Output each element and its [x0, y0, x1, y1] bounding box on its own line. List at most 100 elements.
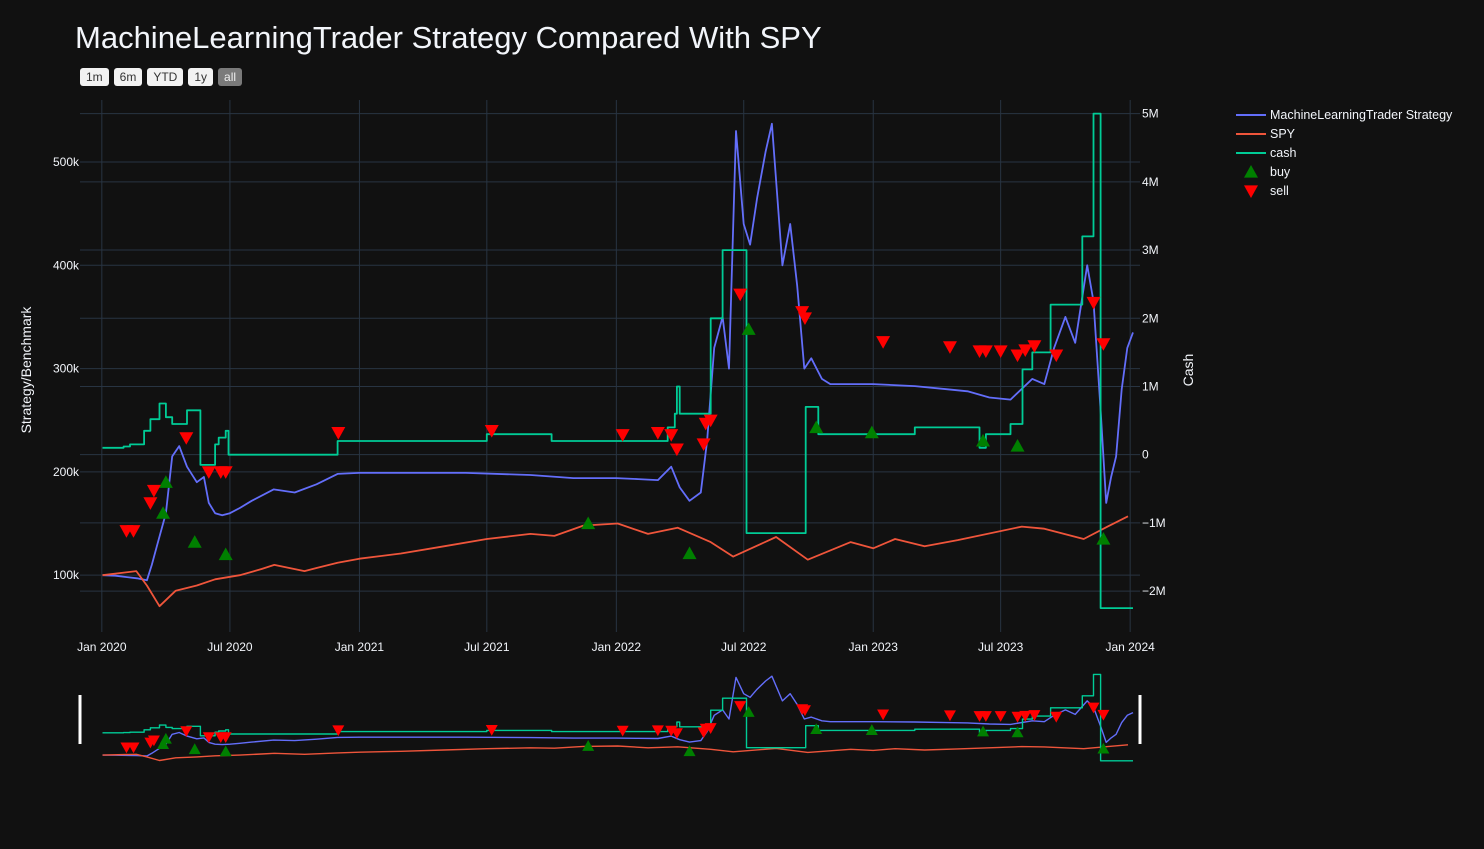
- y2-tick-label: 1M: [1142, 379, 1159, 393]
- machinelearningtrader-strategy-line: [102, 122, 1134, 582]
- y2-tick-label: −1M: [1142, 516, 1166, 530]
- y2-tick-label: 3M: [1142, 243, 1159, 257]
- legend-label-machinelearningtrader-strategy: MachineLearningTrader Strategy: [1270, 108, 1453, 122]
- buy-marker: [1096, 532, 1111, 545]
- sell-marker: [670, 728, 683, 740]
- buy-marker: [809, 420, 824, 434]
- x-tick-label: Jul 2021: [464, 640, 510, 654]
- y-tick-label: 200k: [53, 465, 80, 479]
- legend-label-cash: cash: [1270, 146, 1296, 160]
- sell-marker: [332, 725, 345, 737]
- legend-label-sell: sell: [1270, 184, 1289, 198]
- cash-line: [102, 112, 1133, 609]
- sell-marker: [1018, 344, 1033, 357]
- sell-marker: [651, 725, 664, 737]
- buy-marker: [1097, 742, 1110, 754]
- buy-marker: [159, 732, 172, 744]
- sell-marker: [669, 443, 684, 457]
- range-button-1y[interactable]: 1y: [188, 68, 214, 86]
- sell-marker: [201, 466, 216, 479]
- spy-line: [102, 744, 1129, 762]
- buy-marker: [187, 535, 202, 548]
- legend-swatch-buy: [1244, 165, 1258, 178]
- x-tick-label: Jul 2020: [207, 640, 253, 654]
- sell-marker: [616, 725, 629, 737]
- x-tick-label: Jul 2023: [978, 640, 1024, 654]
- buy-marker: [156, 506, 171, 519]
- sell-marker: [143, 497, 158, 510]
- sell-marker: [978, 345, 993, 359]
- chart-title: MachineLearningTrader Strategy Compared …: [75, 20, 822, 55]
- y2-axis-title: Cash: [1180, 354, 1196, 387]
- sell-marker: [1010, 349, 1025, 363]
- y-tick-label: 300k: [53, 362, 80, 376]
- legend-label-buy: buy: [1270, 165, 1291, 179]
- sell-marker: [127, 742, 140, 754]
- sell-marker: [734, 701, 747, 712]
- x-tick-label: Jan 2024: [1105, 640, 1155, 654]
- legend-label-spy: SPY: [1270, 127, 1296, 141]
- buy-marker: [219, 745, 232, 757]
- buy-marker: [218, 547, 233, 561]
- sell-marker: [146, 484, 161, 498]
- sell-marker: [650, 427, 665, 440]
- buy-marker: [683, 745, 696, 757]
- sell-marker: [943, 710, 956, 722]
- sell-marker: [484, 424, 499, 438]
- buy-marker: [188, 743, 201, 755]
- y-tick-label: 500k: [53, 155, 80, 169]
- sell-marker: [1028, 710, 1041, 721]
- range-slider[interactable]: [78, 673, 1142, 762]
- buy-marker: [864, 425, 879, 439]
- buy-marker: [158, 475, 173, 488]
- x-tick-label: Jan 2020: [77, 640, 127, 654]
- sell-marker: [1019, 710, 1032, 722]
- y2-tick-label: 4M: [1142, 175, 1159, 189]
- sell-marker: [704, 723, 717, 734]
- machinelearningtrader-strategy-line: [102, 675, 1134, 757]
- range-button-1m[interactable]: 1m: [80, 68, 109, 86]
- sell-marker: [979, 711, 992, 722]
- y2-tick-label: 5M: [1142, 107, 1159, 121]
- y-axis-ticks: 100k 200k 300k 400k 500k: [53, 155, 80, 582]
- sell-marker: [733, 288, 748, 302]
- buy-marker: [865, 724, 878, 735]
- range-button-all[interactable]: all: [218, 68, 243, 86]
- range-button-ytd[interactable]: YTD: [147, 68, 184, 86]
- range-button-6m[interactable]: 6m: [113, 68, 143, 86]
- sell-marker: [485, 724, 498, 736]
- y-tick-label: 100k: [53, 568, 80, 582]
- sell-marker: [798, 705, 811, 717]
- x-tick-label: Jan 2023: [849, 640, 899, 654]
- plot-area[interactable]: [102, 112, 1134, 609]
- sell-marker: [664, 429, 679, 442]
- legend-swatch-sell: [1244, 185, 1258, 198]
- buy-marker: [682, 546, 697, 560]
- sell-marker: [877, 709, 890, 721]
- y2-axis-ticks: 5M 4M 3M 2M 1M 0 −1M −2M: [1142, 107, 1166, 598]
- sell-marker: [219, 732, 232, 744]
- sell-marker: [994, 711, 1007, 722]
- y-tick-label: 400k: [53, 258, 80, 272]
- range-selector: 1m 6m YTD 1y all: [80, 68, 243, 86]
- sell-marker: [331, 427, 346, 440]
- buy-marker: [741, 322, 756, 335]
- sell-marker: [696, 438, 711, 451]
- sell-marker: [615, 429, 630, 442]
- buy-marker: [742, 706, 755, 717]
- y2-tick-label: −2M: [1142, 584, 1166, 598]
- buy-marker: [1010, 439, 1025, 452]
- sell-marker: [942, 341, 957, 354]
- legend[interactable]: MachineLearningTrader Strategy SPY cash buy…: [1236, 108, 1453, 198]
- sell-marker: [1086, 296, 1101, 310]
- buy-marker: [977, 725, 990, 737]
- y2-tick-label: 0: [1142, 448, 1149, 462]
- sell-marker: [876, 336, 891, 349]
- buy-marker: [582, 740, 595, 751]
- sell-marker: [993, 345, 1008, 359]
- buy-marker: [976, 433, 991, 447]
- x-tick-label: Jul 2022: [721, 640, 767, 654]
- sell-marker: [1087, 702, 1100, 714]
- sell-marker: [147, 735, 160, 747]
